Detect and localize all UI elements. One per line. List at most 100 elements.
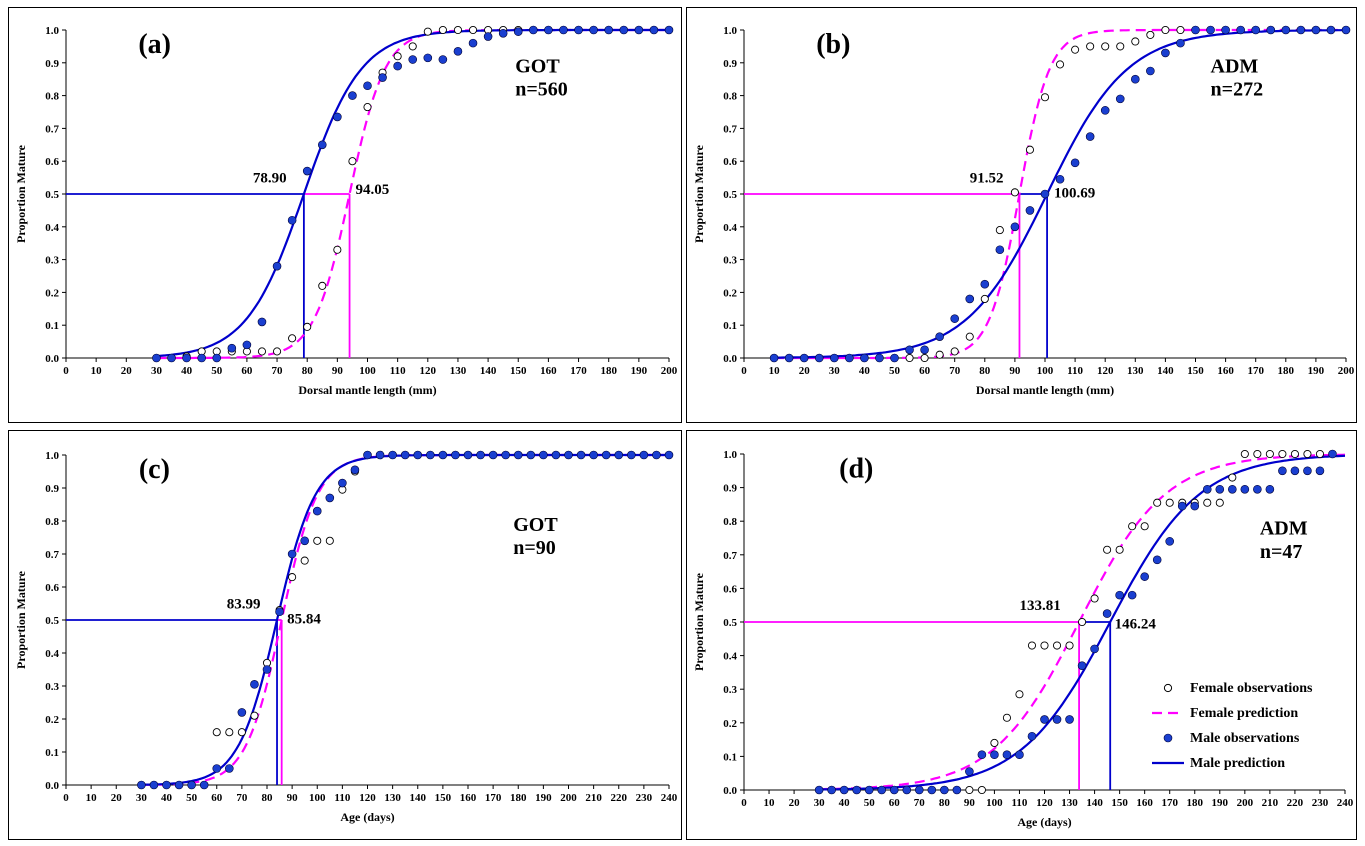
site-label: GOT xyxy=(513,514,558,536)
y-tick-label: 0.5 xyxy=(45,615,59,627)
x-tick-label: 230 xyxy=(636,792,653,804)
male-observation-point xyxy=(1085,132,1095,141)
y-tick-label: 0.0 xyxy=(45,780,59,792)
male-observation-point xyxy=(977,750,987,760)
x-tick-label: 90 xyxy=(964,797,976,809)
male-observation-point xyxy=(1266,25,1276,35)
y-tick-label: 0.2 xyxy=(45,714,59,726)
male-observation-point xyxy=(513,27,523,36)
y-tick-label: 0.5 xyxy=(723,189,737,201)
male-observation-point xyxy=(1015,750,1024,760)
y-tick-label: 0.5 xyxy=(45,189,59,201)
chart-a: 0.0 0.1 0.2 0.3 0.4 0.5 0.6 0.7 0.8 0.9 1.0 0 10 20 30… xyxy=(14,25,678,397)
y-tick-label: 0.1 xyxy=(723,751,737,763)
y-tick-label: 1.0 xyxy=(45,450,59,462)
male-observation-point xyxy=(769,353,779,363)
male-observation-point xyxy=(551,450,561,460)
male-observation-point xyxy=(312,506,322,516)
panel-letter: (b) xyxy=(816,29,850,60)
female-observation-point xyxy=(1101,42,1110,51)
panel-c: 0.0 0.1 0.2 0.3 0.4 0.5 0.6 0.7 0.8 0.9 1.0 0 10 20 30… xyxy=(8,430,682,840)
x-tick-label: 140 xyxy=(1086,797,1103,809)
male-observation-point xyxy=(1070,158,1080,168)
male-observation-point xyxy=(1140,572,1149,581)
male-observation-point xyxy=(1240,484,1250,494)
female-observation-point xyxy=(1153,498,1162,507)
male-observation-point xyxy=(1025,206,1035,215)
male-observation-point xyxy=(174,780,184,790)
y-tick-label: 0.0 xyxy=(723,353,737,365)
male-observation-point xyxy=(348,91,357,100)
x-tick-label: 60 xyxy=(241,365,253,377)
x-tick-label: 110 xyxy=(390,365,406,377)
male-observation-point xyxy=(302,166,312,176)
x-tick-label: 180 xyxy=(600,365,617,377)
x-tick-label: 150 xyxy=(510,365,527,377)
y-tick-label: 0.7 xyxy=(45,123,59,135)
x-tick-label: 20 xyxy=(111,792,123,804)
female-observation-point xyxy=(348,157,357,166)
x-tick-label: 0 xyxy=(63,365,69,377)
male-observation-point xyxy=(1100,106,1110,115)
y-tick-label: 0.7 xyxy=(45,549,59,561)
female-observation-point xyxy=(1265,449,1274,459)
male-observation-point xyxy=(990,750,999,760)
x-tick-label: 230 xyxy=(1312,797,1329,809)
male-observation-point xyxy=(1177,501,1187,511)
male-observation-point xyxy=(839,785,849,795)
male-observation-point xyxy=(799,353,809,363)
male-observation-point xyxy=(1202,484,1212,494)
female-observation-point xyxy=(225,728,234,737)
x-tick-label: 130 xyxy=(1061,797,1078,809)
male-observation-point xyxy=(1115,590,1124,600)
x-tick-label: 190 xyxy=(1308,365,1325,377)
male-observation-point xyxy=(920,345,929,355)
male-observation-point xyxy=(513,450,523,460)
male-observation-point xyxy=(601,450,611,460)
y-tick-label: 0.6 xyxy=(723,156,737,168)
female-observation-point xyxy=(288,573,297,582)
x-tick-label: 0 xyxy=(741,365,747,377)
female-observation-point xyxy=(1253,449,1262,459)
male-observation-point xyxy=(1265,484,1275,494)
female-observation-point xyxy=(1290,449,1299,459)
x-tick-label: 70 xyxy=(272,365,284,377)
x-tick-label: 70 xyxy=(236,792,248,804)
x-tick-label: 30 xyxy=(829,365,841,377)
legend-symbol-male-observations xyxy=(1163,733,1173,743)
male-observation-point xyxy=(980,279,990,289)
x-tick-label: 60 xyxy=(919,365,931,377)
x-tick-label: 180 xyxy=(1187,797,1204,809)
y-tick-label: 0.8 xyxy=(723,516,737,528)
female-observation-point xyxy=(1228,473,1237,482)
x-tick-label: 60 xyxy=(211,792,223,804)
x-tick-label: 10 xyxy=(91,365,103,377)
male-observation-point xyxy=(476,450,485,460)
x-tick-label: 20 xyxy=(121,365,133,377)
x-tick-label: 120 xyxy=(1036,797,1053,809)
y-tick-label: 0.9 xyxy=(723,58,737,70)
x-tick-label: 90 xyxy=(1009,365,1021,377)
female-observation-point xyxy=(212,728,221,737)
male-observation-point xyxy=(529,25,538,35)
legend-symbol-female-observations xyxy=(1163,683,1173,693)
female-observation-point xyxy=(1025,145,1035,154)
female-observation-point xyxy=(1131,37,1140,46)
male-observation-point xyxy=(1002,750,1012,760)
male-observation-point xyxy=(634,25,644,35)
male-observation-point xyxy=(488,450,498,460)
x-tick-label: 170 xyxy=(485,792,502,804)
female-observation-point xyxy=(965,332,974,341)
male-observation-point xyxy=(287,549,297,559)
male-observation-point xyxy=(627,450,636,460)
panel-letter: (d) xyxy=(839,454,873,485)
y-axis-title: Proportion Mature xyxy=(14,570,28,669)
male-observation-point xyxy=(652,450,661,460)
male-l50-label: 100.69 xyxy=(1054,185,1095,201)
x-tick-label: 40 xyxy=(839,797,851,809)
male-observation-point xyxy=(1281,25,1291,35)
x-tick-label: 140 xyxy=(480,365,497,377)
male-observation-point xyxy=(814,353,824,363)
male-observation-point xyxy=(197,353,206,363)
male-observation-point xyxy=(1296,25,1306,35)
